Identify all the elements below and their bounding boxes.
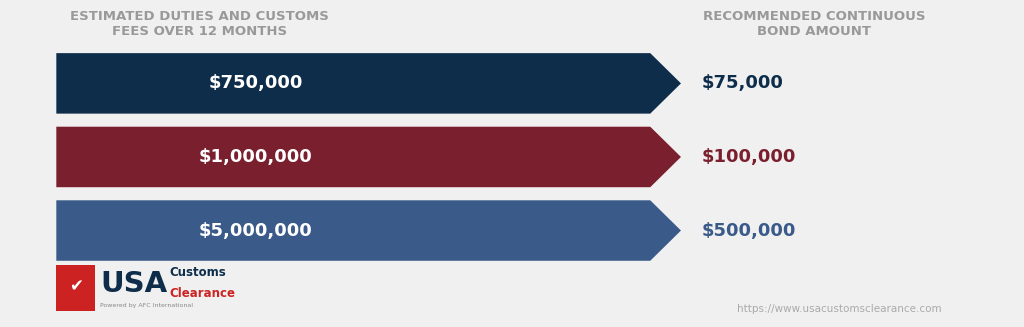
Polygon shape xyxy=(56,53,681,114)
Text: Clearance: Clearance xyxy=(169,287,234,300)
Text: https://www.usacustomsclearance.com: https://www.usacustomsclearance.com xyxy=(737,304,942,314)
Text: ✔: ✔ xyxy=(69,277,83,295)
Text: ESTIMATED DUTIES AND CUSTOMS
FEES OVER 12 MONTHS: ESTIMATED DUTIES AND CUSTOMS FEES OVER 1… xyxy=(71,10,329,38)
Text: $1,000,000: $1,000,000 xyxy=(199,148,313,166)
Polygon shape xyxy=(56,127,681,187)
Polygon shape xyxy=(56,200,681,261)
Text: $5,000,000: $5,000,000 xyxy=(199,221,313,240)
Text: $750,000: $750,000 xyxy=(209,74,303,93)
Text: RECOMMENDED CONTINUOUS
BOND AMOUNT: RECOMMENDED CONTINUOUS BOND AMOUNT xyxy=(702,10,926,38)
Text: Customs: Customs xyxy=(169,266,225,279)
Text: $500,000: $500,000 xyxy=(701,221,796,240)
FancyBboxPatch shape xyxy=(56,265,95,311)
Text: USA: USA xyxy=(100,270,168,299)
Text: $75,000: $75,000 xyxy=(701,74,783,93)
Text: $100,000: $100,000 xyxy=(701,148,796,166)
Text: Powered by AFC International: Powered by AFC International xyxy=(100,303,194,308)
